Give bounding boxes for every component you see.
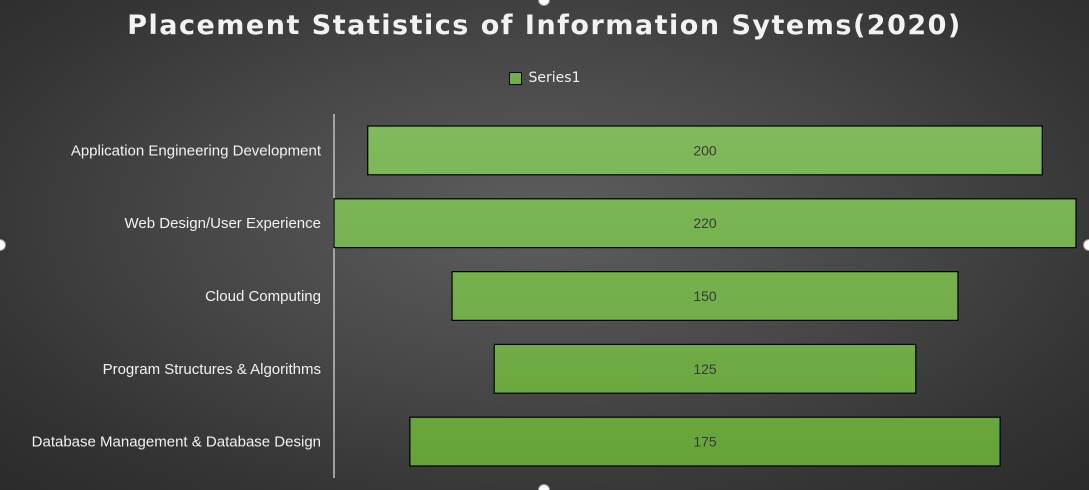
funnel-bar[interactable] <box>493 343 917 394</box>
funnel-bar[interactable] <box>451 271 959 321</box>
legend: Series1 <box>0 70 1089 86</box>
data-label: 220 <box>693 215 717 231</box>
category-label: Program Structures & Algorithms <box>103 361 321 378</box>
data-label: 125 <box>693 361 717 377</box>
funnel-bar[interactable] <box>333 198 1077 249</box>
legend-swatch <box>508 71 522 85</box>
funnel-bar[interactable] <box>367 125 1043 176</box>
category-label: Cloud Computing <box>205 288 321 305</box>
selection-handle-bottom[interactable] <box>538 484 550 490</box>
selection-handle-right[interactable] <box>1083 239 1089 251</box>
legend-label: Series1 <box>528 70 581 86</box>
data-label: 150 <box>693 288 717 304</box>
category-label: Web Design/User Experience <box>125 215 321 232</box>
category-label: Database Management & Database Design <box>32 434 321 451</box>
chart-title: Placement Statistics of Information Syte… <box>127 10 962 41</box>
category-label: Application Engineering Development <box>71 142 322 159</box>
funnel-bar[interactable] <box>409 416 1001 467</box>
data-label: 200 <box>693 142 717 158</box>
data-label: 175 <box>693 434 717 450</box>
